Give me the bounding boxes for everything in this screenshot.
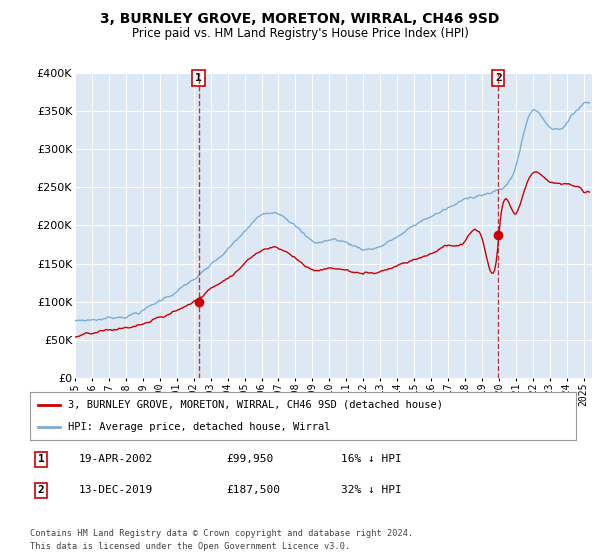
Text: 2: 2 [38,486,44,495]
Text: 1: 1 [38,454,44,464]
Text: 3, BURNLEY GROVE, MORETON, WIRRAL, CH46 9SD (detached house): 3, BURNLEY GROVE, MORETON, WIRRAL, CH46 … [68,400,443,410]
Text: Contains HM Land Registry data © Crown copyright and database right 2024.: Contains HM Land Registry data © Crown c… [30,529,413,538]
Text: Price paid vs. HM Land Registry's House Price Index (HPI): Price paid vs. HM Land Registry's House … [131,27,469,40]
Text: £187,500: £187,500 [227,486,281,495]
Text: 32% ↓ HPI: 32% ↓ HPI [341,486,402,495]
Text: 13-DEC-2019: 13-DEC-2019 [79,486,154,495]
Text: £99,950: £99,950 [227,454,274,464]
Text: 1: 1 [195,73,202,83]
Text: 16% ↓ HPI: 16% ↓ HPI [341,454,402,464]
Text: This data is licensed under the Open Government Licence v3.0.: This data is licensed under the Open Gov… [30,542,350,550]
Text: 19-APR-2002: 19-APR-2002 [79,454,154,464]
Text: 2: 2 [495,73,502,83]
Text: HPI: Average price, detached house, Wirral: HPI: Average price, detached house, Wirr… [68,422,331,432]
Text: 3, BURNLEY GROVE, MORETON, WIRRAL, CH46 9SD: 3, BURNLEY GROVE, MORETON, WIRRAL, CH46 … [100,12,500,26]
